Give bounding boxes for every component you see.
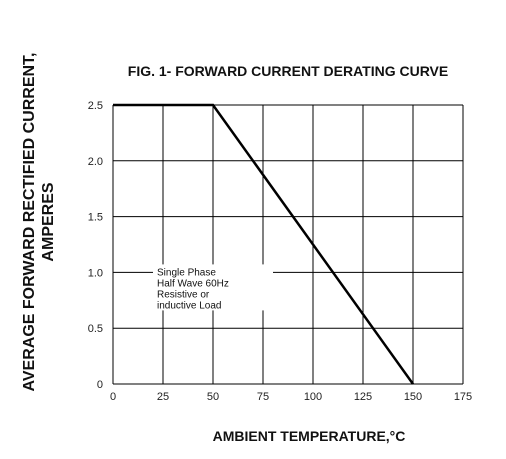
x-tick-label: 75: [257, 391, 269, 403]
y-tick-label: 0.5: [88, 323, 103, 335]
annotation-line: Single Phase: [157, 267, 216, 278]
x-tick-label: 175: [454, 391, 472, 403]
annotation-background: [153, 264, 273, 311]
y-tick-label: 1.5: [88, 212, 103, 224]
x-tick-label: 100: [304, 391, 322, 403]
grid: [112, 104, 464, 385]
chart-title: FIG. 1- FORWARD CURRENT DERATING CURVE: [128, 63, 448, 79]
annotation-line: Resistive or: [157, 289, 210, 300]
x-axis-label: AMBIENT TEMPERATURE,°C: [213, 428, 406, 444]
y-axis-label-line: AVERAGE FORWARD RECTIFIED CURRENT,: [21, 53, 38, 392]
annotation-line: Half Wave 60Hz: [157, 278, 229, 289]
y-tick-label: 1.0: [88, 267, 103, 279]
x-tick-label: 50: [207, 391, 219, 403]
tick-labels: 0 25 50 75 100 125 150 175 0 0.5 1.0 1.5 2.0 2.5: [88, 100, 472, 403]
y-tick-label: 2.5: [88, 100, 103, 112]
x-tick-label: 25: [157, 391, 169, 403]
x-tick-label: 125: [354, 391, 372, 403]
annotation-line: inductive Load: [157, 300, 222, 311]
derating-curve: [113, 103, 415, 385]
series: [113, 103, 415, 385]
y-axis-label: AVERAGE FORWARD RECTIFIED CURRENT, AMPERE…: [21, 53, 57, 392]
x-tick-label: 150: [404, 391, 422, 403]
x-tick-label: 0: [110, 391, 116, 403]
y-tick-label: 2.0: [88, 156, 103, 168]
y-axis-label-line: AMPERES: [40, 182, 57, 261]
y-tick-label: 0: [97, 379, 103, 391]
